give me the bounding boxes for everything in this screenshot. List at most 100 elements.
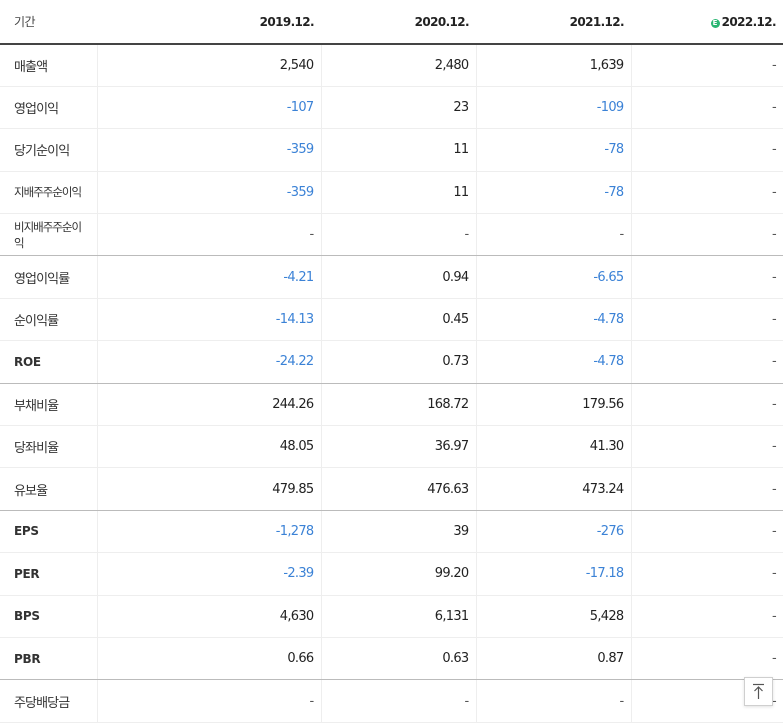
cell-dps-3: - <box>475 679 631 723</box>
arrow-up-to-top-icon <box>753 683 764 699</box>
cell-reserve-ratio-1: 479.85 <box>96 467 321 511</box>
estimate-circle-icon: E <box>710 18 720 28</box>
row-label-net-margin: 순이익률 <box>0 298 97 342</box>
cell-bps-4: - <box>630 595 783 638</box>
cell-eps-1: -1,278 <box>96 510 321 554</box>
cell-roe-4: - <box>630 340 783 384</box>
cell-bps-2: 6,131 <box>320 595 476 638</box>
cell-reserve-ratio-4: - <box>630 467 783 511</box>
cell-debt-ratio-3: 179.56 <box>475 383 631 427</box>
cell-operating-income-4: - <box>630 86 783 130</box>
cell-noncontrolling-net-income-2: - <box>320 213 476 257</box>
table-row: BPS 4,630 6,131 5,428- <box>0 595 783 638</box>
table-row: 영업이익률 -4.21 0.94 -6.65- <box>0 255 783 299</box>
cell-controlling-net-income-4: - <box>630 171 783 215</box>
row-label-reserve-ratio: 유보율 <box>0 467 97 511</box>
cell-reserve-ratio-3: 473.24 <box>475 467 631 511</box>
cell-revenue-2: 2,480 <box>320 44 476 87</box>
cell-eps-4: - <box>630 510 783 554</box>
cell-pbr-4: - <box>630 637 783 681</box>
cell-debt-ratio-2: 168.72 <box>320 383 476 427</box>
cell-per-2: 99.20 <box>320 552 476 596</box>
cell-noncontrolling-net-income-4: - <box>630 213 783 257</box>
cell-net-margin-2: 0.45 <box>320 298 476 342</box>
cell-pbr-3: 0.87 <box>475 637 631 681</box>
row-label-bps: BPS <box>0 595 97 638</box>
cell-net-income-2: 11 <box>320 128 476 172</box>
table-row: PBR 0.66 0.63 0.87- <box>0 637 783 681</box>
cell-operating-margin-2: 0.94 <box>320 255 476 299</box>
cell-operating-margin-4: - <box>630 255 783 299</box>
cell-revenue-3: 1,639 <box>475 44 631 87</box>
table-header: 기간 2019.12. 2020.12. 2021.12. E 2022.12. <box>0 0 783 45</box>
row-label-controlling-net-income: 지배주주순이익 <box>0 171 97 215</box>
year-header-2021: 2021.12. <box>476 0 631 45</box>
cell-operating-income-3: -109 <box>475 86 631 130</box>
table-row: 영업이익 -107 23 -109- <box>0 86 783 130</box>
cell-net-margin-1: -14.13 <box>96 298 321 342</box>
table-row: 유보율 479.85 476.63 473.24- <box>0 467 783 511</box>
row-label-operating-income: 영업이익 <box>0 86 97 130</box>
cell-roe-3: -4.78 <box>475 340 631 384</box>
cell-debt-ratio-1: 244.26 <box>96 383 321 427</box>
row-label-roe: ROE <box>0 340 97 384</box>
header-row: 기간 2019.12. 2020.12. 2021.12. E 2022.12. <box>0 0 783 45</box>
cell-bps-1: 4,630 <box>96 595 321 638</box>
cell-net-income-4: - <box>630 128 783 172</box>
cell-eps-3: -276 <box>475 510 631 554</box>
cell-operating-margin-1: -4.21 <box>96 255 321 299</box>
row-label-noncontrolling-net-income: 비지배주주순이익 <box>0 213 97 257</box>
table-row: 당좌비율 48.05 36.97 41.30- <box>0 425 783 469</box>
cell-noncontrolling-net-income-1: - <box>96 213 321 257</box>
cell-controlling-net-income-2: 11 <box>320 171 476 215</box>
row-label-per: PER <box>0 552 97 596</box>
table-row: PER -2.39 99.20 -17.18- <box>0 552 783 596</box>
period-header: 기간 <box>0 0 97 45</box>
row-label-dps: 주당배당금 <box>0 679 97 723</box>
cell-net-margin-3: -4.78 <box>475 298 631 342</box>
cell-per-3: -17.18 <box>475 552 631 596</box>
cell-per-1: -2.39 <box>96 552 321 596</box>
cell-net-income-1: -359 <box>96 128 321 172</box>
year-header-2020: 2020.12. <box>321 0 476 45</box>
cell-quick-ratio-1: 48.05 <box>96 425 321 469</box>
cell-quick-ratio-4: - <box>630 425 783 469</box>
row-label-revenue: 매출액 <box>0 44 97 87</box>
cell-noncontrolling-net-income-3: - <box>475 213 631 257</box>
cell-controlling-net-income-3: -78 <box>475 171 631 215</box>
cell-pbr-2: 0.63 <box>320 637 476 681</box>
row-label-quick-ratio: 당좌비율 <box>0 425 97 469</box>
cell-revenue-4: - <box>630 44 783 87</box>
scroll-to-top-button[interactable] <box>744 677 773 706</box>
cell-operating-margin-3: -6.65 <box>475 255 631 299</box>
cell-pbr-1: 0.66 <box>96 637 321 681</box>
table-row: 부채비율 244.26 168.72 179.56- <box>0 383 783 427</box>
row-label-pbr: PBR <box>0 637 97 681</box>
table-row: 매출액 2,540 2,480 1,639- <box>0 44 783 87</box>
cell-debt-ratio-4: - <box>630 383 783 427</box>
cell-dps-2: - <box>320 679 476 723</box>
table-row: 비지배주주순이익 - - - - <box>0 213 783 257</box>
cell-operating-income-2: 23 <box>320 86 476 130</box>
row-label-operating-margin: 영업이익률 <box>0 255 97 299</box>
cell-revenue-1: 2,540 <box>96 44 321 87</box>
cell-net-income-3: -78 <box>475 128 631 172</box>
cell-eps-2: 39 <box>320 510 476 554</box>
cell-controlling-net-income-1: -359 <box>96 171 321 215</box>
table-row: 지배주주순이익 -359 11 -78- <box>0 171 783 215</box>
table-row: ROE -24.22 0.73 -4.78- <box>0 340 783 384</box>
cell-roe-2: 0.73 <box>320 340 476 384</box>
cell-reserve-ratio-2: 476.63 <box>320 467 476 511</box>
cell-roe-1: -24.22 <box>96 340 321 384</box>
table-row: 순이익률 -14.13 0.45 -4.78- <box>0 298 783 342</box>
year-header-2019: 2019.12. <box>97 0 321 45</box>
cell-bps-3: 5,428 <box>475 595 631 638</box>
row-label-net-income: 당기순이익 <box>0 128 97 172</box>
table-row: 주당배당금 - - - - <box>0 679 783 723</box>
cell-net-margin-4: - <box>630 298 783 342</box>
year-header-2022-estimate: E 2022.12. <box>631 0 783 45</box>
cell-quick-ratio-2: 36.97 <box>320 425 476 469</box>
table-row: 당기순이익 -359 11 -78- <box>0 128 783 172</box>
cell-operating-income-1: -107 <box>96 86 321 130</box>
